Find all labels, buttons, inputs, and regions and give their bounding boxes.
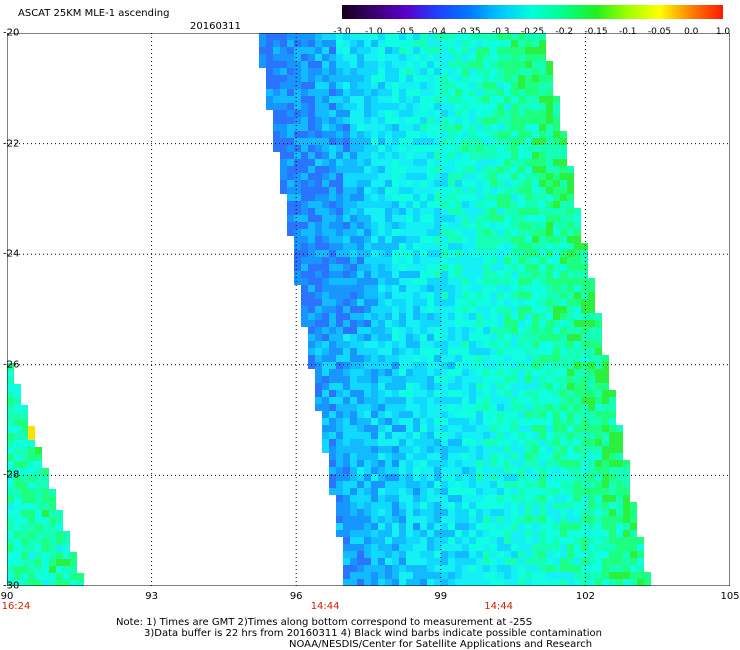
colorbar-label: -0.15 [584, 27, 608, 37]
lat-label: -22 [3, 138, 20, 150]
time-label: 16:24 [1, 601, 31, 612]
map-date: 20160311 [190, 21, 241, 32]
lon-label: 96 [289, 591, 303, 602]
colorbar-label: -0.2 [555, 27, 574, 37]
note-line-3: NOAA/NESDIS/Center for Satellite Applica… [289, 639, 593, 650]
lat-label: -20 [3, 27, 20, 39]
colorbar-label: 1.0 [715, 27, 731, 37]
colorbar-label: 0.0 [684, 27, 699, 37]
time-label: 14:44 [484, 601, 514, 612]
lat-label: -28 [3, 469, 20, 481]
lon-label: 105 [720, 591, 740, 602]
lat-label: -26 [3, 359, 20, 371]
colorbar-label: -0.5 [396, 27, 415, 37]
colorbar-label: -0.35 [457, 27, 481, 37]
lon-label: 99 [434, 591, 448, 602]
gridlines [7, 33, 730, 586]
colorbar-label: -0.25 [520, 27, 545, 37]
colorbar-label: -3.0 [333, 27, 351, 37]
colorbar-label: -0.05 [647, 27, 672, 37]
lon-label: 93 [145, 591, 158, 602]
colorbar-gradient [342, 5, 723, 19]
lon-label: 90 [0, 591, 14, 602]
swath-plot [7, 33, 730, 586]
map-title: ASCAT 25KM MLE-1 ascending [18, 8, 170, 19]
swath-cells [7, 33, 651, 586]
note-line-1: Note: 1) Times are GMT 2)Times along bot… [116, 617, 533, 628]
lon-label: 102 [575, 591, 595, 602]
time-label: 14:44 [310, 601, 340, 612]
colorbar-label: -0.3 [491, 27, 510, 37]
lat-label: -24 [3, 248, 20, 260]
lat-label: -30 [3, 580, 20, 592]
colorbar-label: -1.0 [364, 27, 383, 37]
colorbar-label: -0.1 [618, 27, 637, 37]
colorbar [342, 5, 723, 19]
note-line-2: 3)Data buffer is 22 hrs from 20160311 4)… [144, 628, 602, 639]
colorbar-label: -0.4 [428, 27, 447, 37]
